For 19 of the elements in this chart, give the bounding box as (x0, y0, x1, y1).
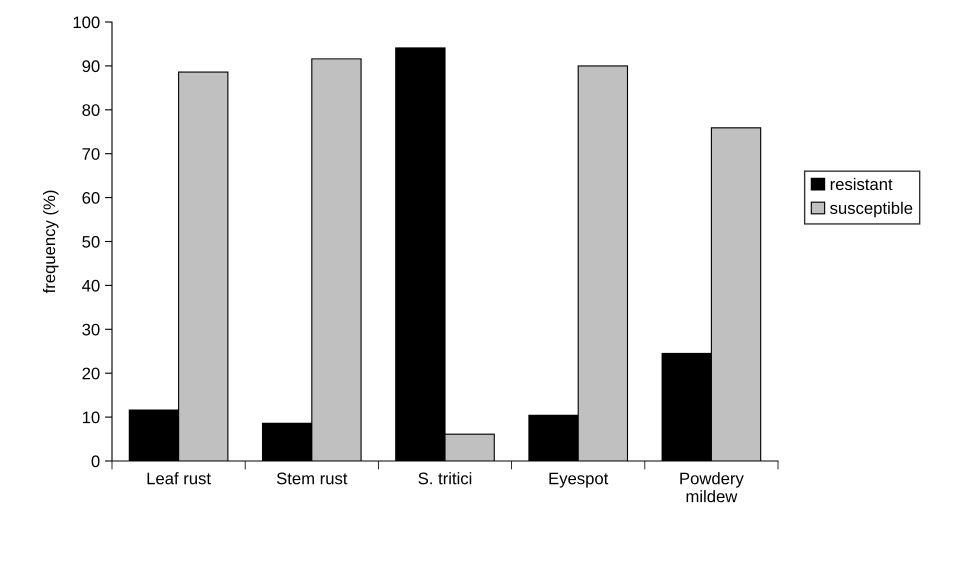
x-tick-label: Leaf rust (148, 472, 211, 484)
y-tick-label: 30 (82, 324, 100, 336)
y-tick-label: 0 (92, 455, 100, 468)
y-tick-label: 10 (82, 412, 100, 424)
x-tick-label: Stem rust (276, 472, 348, 484)
y-tick-label: 40 (82, 280, 100, 292)
y-tick-label: 20 (82, 368, 100, 380)
y-tick-label: 70 (82, 148, 100, 160)
legend-label: resistant (830, 178, 893, 190)
x-tick-label: Powdery mildew (680, 472, 744, 502)
legend-label: susceptible (830, 202, 912, 218)
x-tick-label: S. tritici (418, 472, 472, 484)
x-tick-label: Eyespot (549, 472, 608, 488)
y-tick-label: 60 (82, 192, 100, 204)
y-tick-label: 90 (82, 60, 100, 72)
y-axis-title: frequency (%) (42, 190, 58, 294)
y-tick-label: 80 (82, 104, 100, 116)
y-tick-label: 50 (82, 236, 100, 248)
y-tick-label: 100 (74, 16, 100, 28)
